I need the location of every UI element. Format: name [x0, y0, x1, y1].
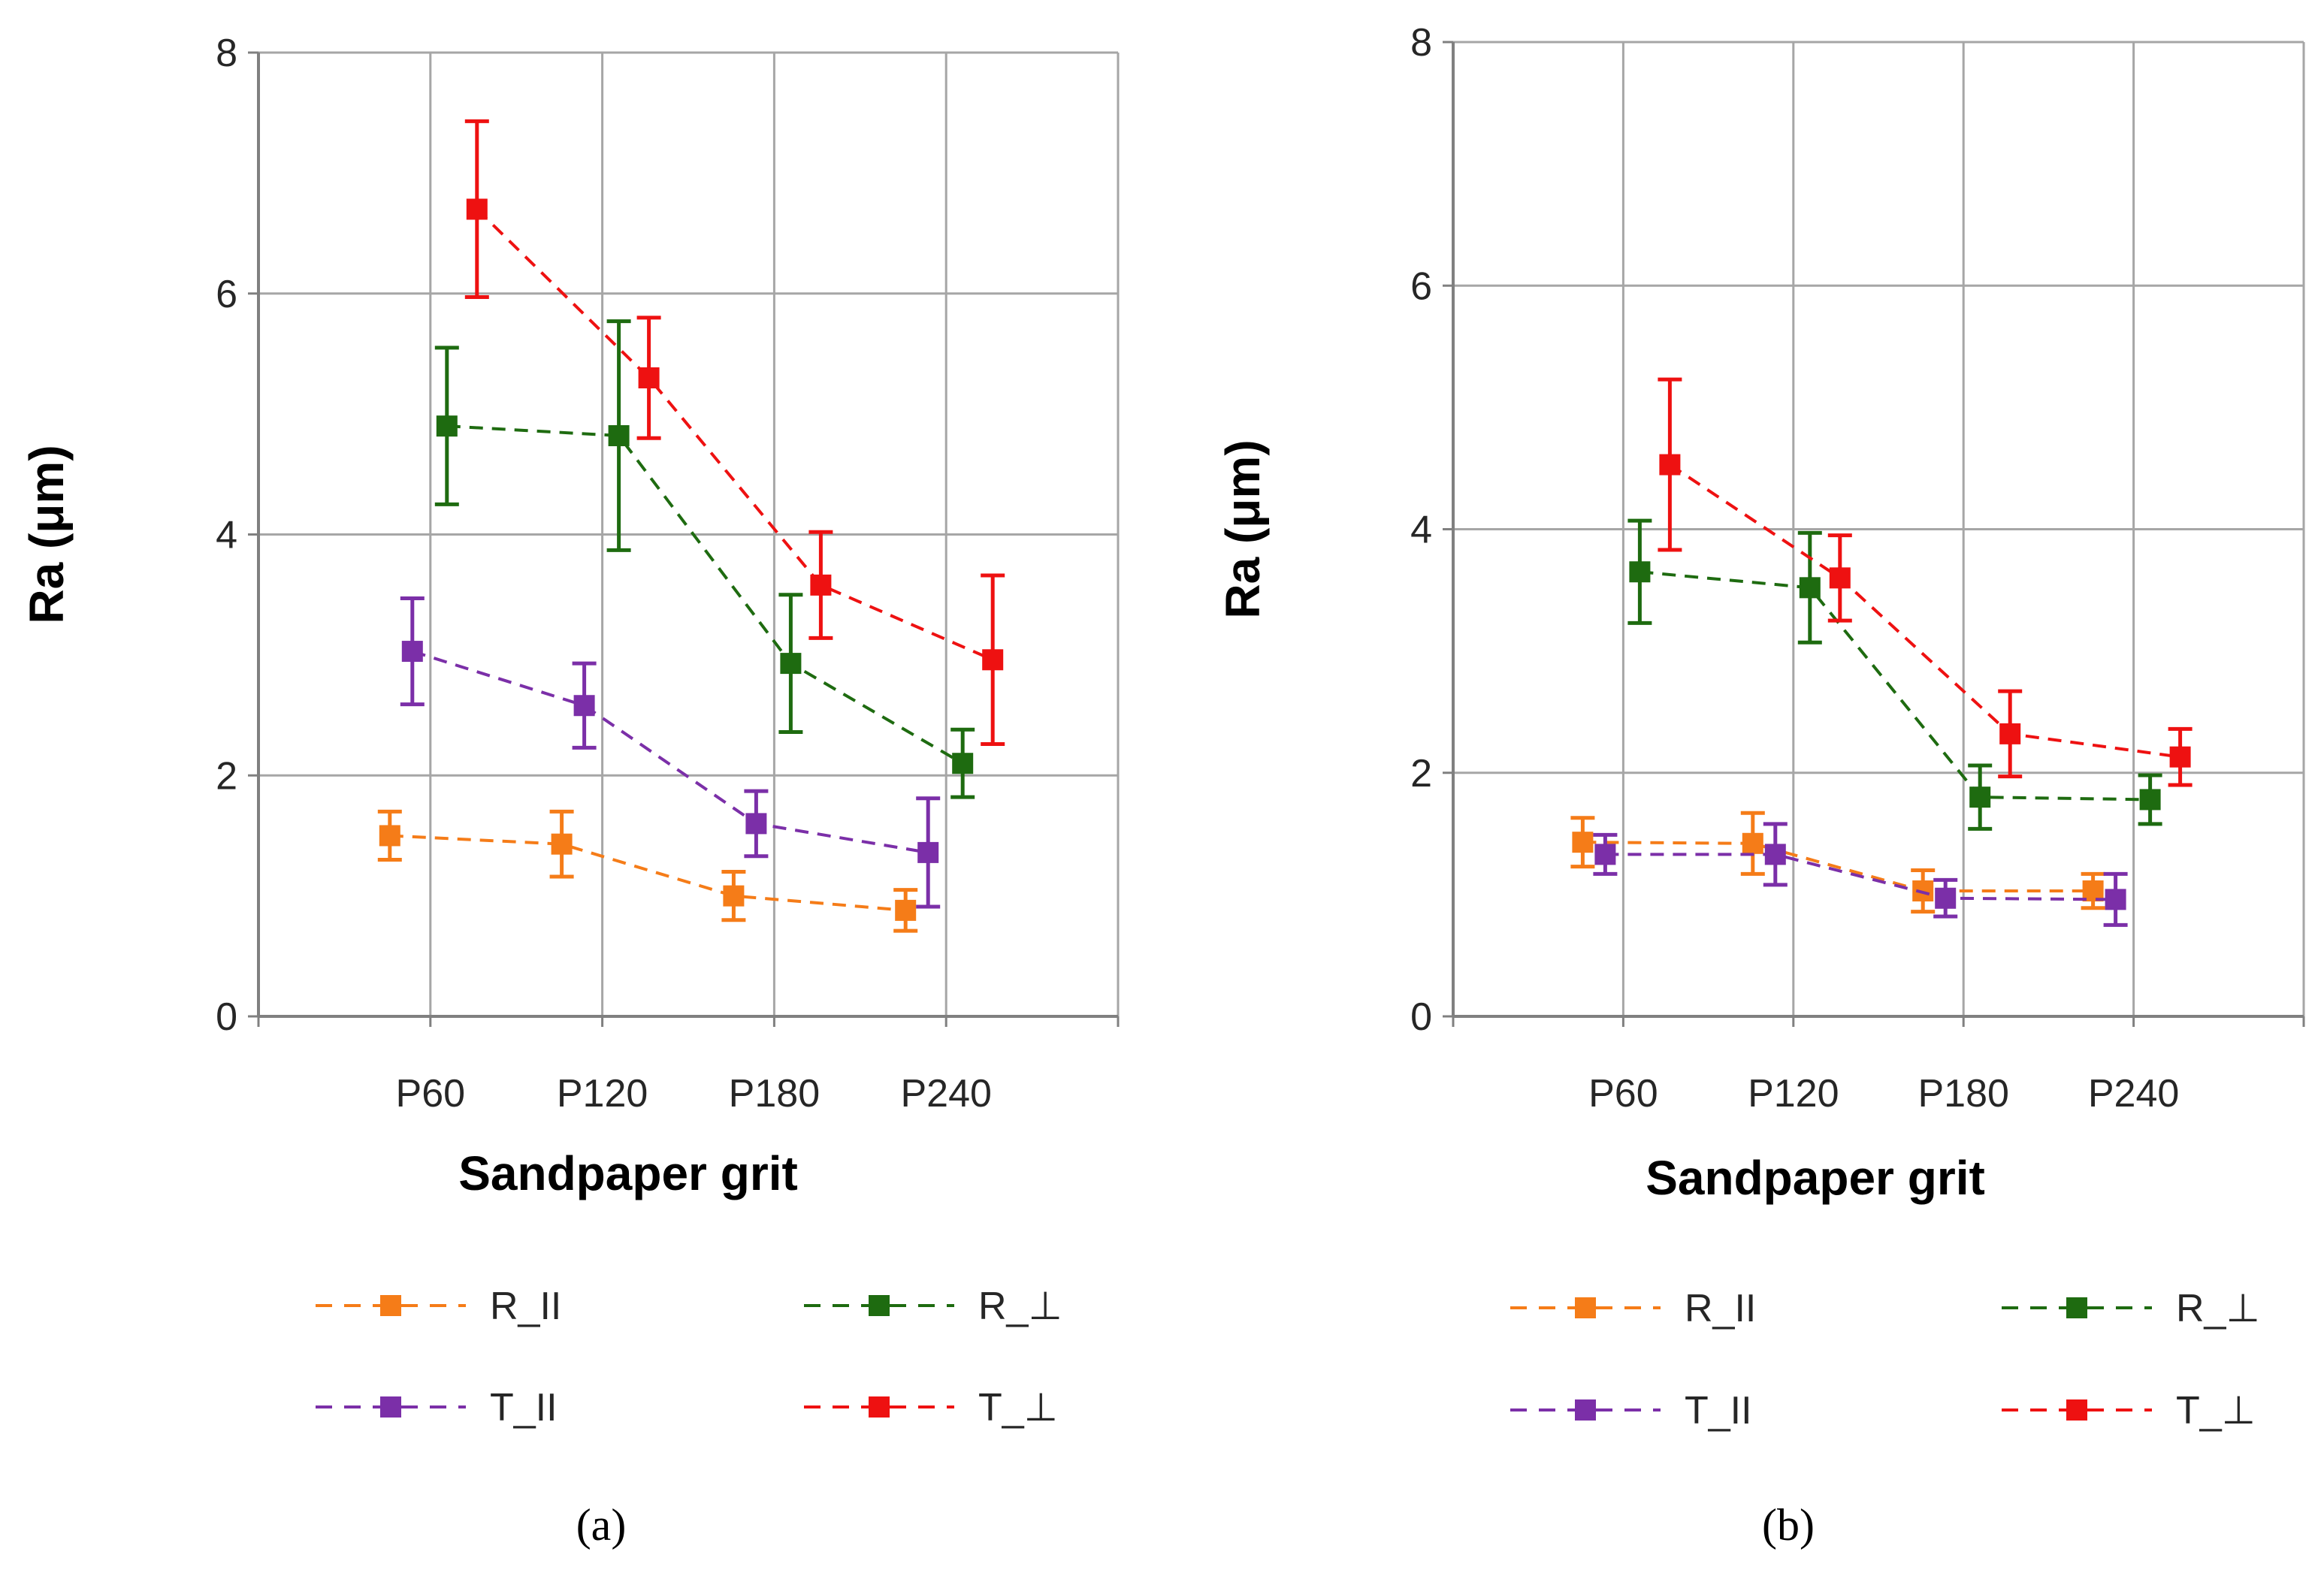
- panel-b-point-R_par: [1742, 832, 1763, 854]
- panel-a-line-T_perp: [476, 208, 993, 662]
- panel-a-legend-marker-R_par: [380, 1295, 401, 1316]
- panel-b-ytick-label: 6: [1410, 264, 1432, 308]
- panel-b-point-R_perp: [1969, 787, 1991, 808]
- panel-a-legend-item-T_perp: T_⊥: [804, 1386, 1058, 1430]
- panel-a-legend-marker-R_perp: [869, 1295, 890, 1316]
- panel-b-legend-item-T_par: T_II: [1510, 1389, 1752, 1433]
- panel-a-y-axis-title: Ra (μm): [20, 445, 74, 623]
- panel-b-point-T_par: [2105, 889, 2126, 910]
- panel-a-series-R_perp: [434, 319, 975, 799]
- panel-b-point-T_perp: [1659, 454, 1681, 476]
- panel-b-point-R_perp: [2139, 789, 2161, 811]
- panel-b-point-R_perp: [1799, 577, 1821, 599]
- panel-b-ytick-label: 2: [1410, 752, 1432, 796]
- panel-b-point-T_par: [1764, 844, 1786, 865]
- panel-b-legend-label-T_par: T_II: [1685, 1389, 1752, 1433]
- panel-b-legend-marker-T_par: [1575, 1399, 1596, 1421]
- panel-a-ytick-label: 0: [216, 995, 237, 1039]
- panel-a-point-R_perp: [436, 415, 458, 437]
- panel-a-point-T_perp: [810, 574, 832, 596]
- panel-b-point-T_perp: [2169, 746, 2191, 768]
- panel-a-legend-label-T_perp: T_⊥: [978, 1386, 1058, 1430]
- panel-a-point-R_perp: [952, 753, 974, 774]
- panel-b-legend-label-T_perp: T_⊥: [2176, 1389, 2256, 1433]
- panel-a-point-R_par: [895, 899, 917, 921]
- panel-a-series-T_perp: [464, 119, 1005, 747]
- panel-b-line-T_perp: [1669, 463, 2180, 759]
- panel-a-point-R_par: [723, 885, 745, 907]
- panel-a-point-T_par: [745, 813, 767, 835]
- panel-a-point-R_perp: [780, 653, 802, 675]
- panel-a-series-R_par: [377, 809, 918, 933]
- panel-a-point-R_par: [379, 825, 400, 847]
- panel-a-legend-label-T_par: T_II: [490, 1386, 558, 1430]
- panel-b-point-R_par: [1572, 832, 1594, 853]
- panel-b-legend-label-R_perp: R_⊥: [2176, 1287, 2260, 1330]
- panel-a-x-axis-title: Sandpaper grit: [458, 1146, 798, 1200]
- panel-b-ytick-label: 8: [1410, 21, 1432, 65]
- panel-b-label: (b): [1762, 1500, 1815, 1550]
- panel-a-xtick-label: P120: [557, 1072, 648, 1116]
- panel-b-y-axis-title: Ra (μm): [1216, 439, 1270, 618]
- panel-a-ytick-label: 6: [216, 273, 237, 316]
- panel-b-series-T_perp: [1658, 377, 2193, 787]
- panel-b-legend-marker-R_par: [1575, 1297, 1596, 1318]
- panel-b-xtick-label: P60: [1588, 1072, 1658, 1116]
- panel-a-xtick-label: P60: [396, 1072, 466, 1116]
- panel-a-legend-marker-T_par: [380, 1396, 401, 1418]
- panel-b-legend-item-R_perp: R_⊥: [2002, 1287, 2260, 1330]
- panel-a-legend-item-R_par: R_II: [316, 1285, 561, 1328]
- panel-a-series-T_par: [400, 596, 941, 909]
- panel-b-point-T_par: [1594, 844, 1616, 865]
- panel-a-label: (a): [576, 1500, 627, 1550]
- panel-a-point-R_par: [551, 833, 573, 855]
- panel-b-xtick-label: P120: [1748, 1072, 1839, 1116]
- panel-a-point-T_perp: [638, 367, 660, 389]
- panel-b-line-T_par: [1605, 853, 2116, 901]
- panel-a-chart: 0 2 4 6 8 P60 P120 P180 P240 Ra (μm) Sandpaper gri…: [20, 32, 1120, 1550]
- panel-b-point-T_perp: [1829, 567, 1851, 589]
- panel-a-ytick-label: 8: [216, 32, 237, 75]
- panel-a-xtick-label: P240: [900, 1072, 991, 1116]
- panel-b-legend-label-R_par: R_II: [1685, 1287, 1756, 1330]
- panel-a-line-R_par: [389, 834, 906, 912]
- panel-b-xtick-label: P180: [1918, 1072, 2008, 1116]
- panel-a-legend-label-R_par: R_II: [490, 1285, 561, 1328]
- panel-a-line-T_par: [412, 650, 929, 854]
- panel-a-legend-label-R_perp: R_⊥: [978, 1285, 1062, 1328]
- panel-a-point-R_perp: [608, 424, 630, 446]
- panel-b-series-R_perp: [1627, 518, 2162, 831]
- panel-a-legend-marker-T_perp: [869, 1396, 890, 1418]
- panel-a-point-T_par: [917, 841, 939, 863]
- panel-b-ytick-label: 4: [1410, 509, 1432, 552]
- panel-a-ytick-label: 4: [216, 514, 237, 557]
- panel-b-legend-marker-T_perp: [2066, 1399, 2087, 1421]
- panel-b-series-T_par: [1593, 822, 2128, 927]
- panel-a-point-T_perp: [466, 198, 488, 220]
- panel-b-legend-marker-R_perp: [2066, 1297, 2087, 1318]
- panel-a-legend-item-T_par: T_II: [316, 1386, 558, 1430]
- panel-b-ytick-label: 0: [1410, 995, 1432, 1039]
- panel-b-chart: 0 2 4 6 8 P60 P120 P180 P240 Ra (μm) Sandpaper gri…: [1216, 21, 2305, 1550]
- panel-b-series-R_par: [1570, 811, 2105, 914]
- panel-a-xtick-label: P180: [729, 1072, 820, 1116]
- panel-b-line-R_perp: [1639, 570, 2150, 802]
- panel-b-xtick-label: P240: [2088, 1072, 2179, 1116]
- panel-b-legend-item-T_perp: T_⊥: [2002, 1389, 2256, 1433]
- panel-b-legend-item-R_par: R_II: [1510, 1287, 1756, 1330]
- panel-a-point-T_par: [573, 695, 595, 717]
- panel-a-point-T_perp: [982, 649, 1004, 671]
- panel-a-line-R_perp: [446, 424, 964, 765]
- panel-b-x-axis-title: Sandpaper grit: [1646, 1151, 1985, 1205]
- panel-a-point-T_par: [401, 641, 423, 663]
- panel-b-line-R_par: [1582, 841, 2093, 893]
- panel-b-point-T_perp: [1999, 723, 2021, 744]
- panel-a-ytick-label: 2: [216, 754, 237, 798]
- panel-a-legend-item-R_perp: R_⊥: [804, 1285, 1062, 1328]
- panel-b-point-R_perp: [1629, 561, 1651, 583]
- panel-b-point-T_par: [1935, 887, 1957, 909]
